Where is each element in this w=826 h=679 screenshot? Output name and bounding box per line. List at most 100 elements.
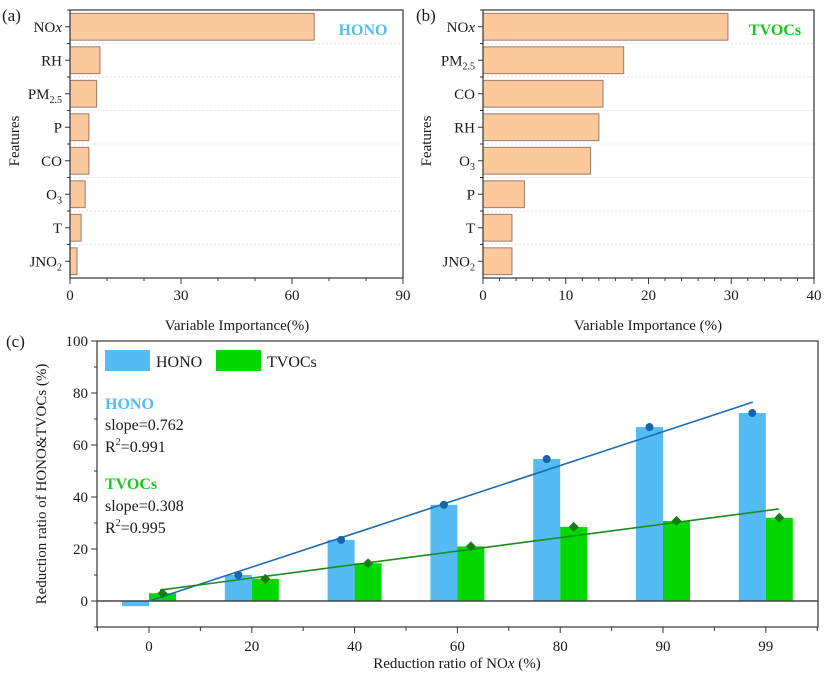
bar-tvocs — [457, 546, 485, 601]
label-base: T — [53, 221, 62, 237]
annotation-tvocs-slope: slope=0.308 — [105, 498, 184, 515]
marker-tvocs — [363, 558, 374, 569]
panel-a-category-label: RH — [41, 53, 62, 69]
panel-c-y-tick-label: 100 — [66, 334, 89, 350]
panel-b-bar — [482, 146, 592, 175]
annotation-hono-title: HONO — [105, 396, 154, 413]
label-base: RH — [454, 120, 475, 136]
r2-superscript: 2 — [116, 518, 121, 529]
panel-c-x-tick-label: 20 — [244, 639, 259, 655]
panel-c-x-tick-label: 80 — [553, 639, 568, 655]
panel-c-x-tick-label: 0 — [145, 639, 153, 655]
panel-a-category-label: P — [54, 120, 62, 136]
panel-b-x-axis-title: Variable Importance (%) — [574, 318, 722, 334]
legend: HONO TVOCs — [105, 350, 317, 371]
panel-b-category-label: JNO2 — [442, 254, 475, 273]
label-base: PM — [441, 53, 463, 69]
fit-annotations: HONO slope=0.762 R2=0.991 TVOCs slope=0.… — [105, 396, 184, 537]
bar-hono — [122, 601, 149, 607]
panel-c-x-tick-label: 60 — [450, 639, 465, 655]
marker-hono — [645, 423, 654, 432]
panel-b-y-axis-title: Features — [419, 115, 435, 166]
panel-b-title: TVOCs — [749, 22, 801, 39]
marker-hono — [234, 571, 243, 579]
label-base: JNO — [29, 254, 57, 270]
panel-b-bar — [482, 247, 513, 276]
label-base: NO — [34, 20, 56, 36]
panel-a-y-axis-title: Features — [7, 115, 23, 166]
panel-b-category-label: RH — [454, 120, 475, 136]
panel-a-bar — [69, 12, 315, 41]
marker-tvocs — [260, 573, 271, 584]
panel-b-category-label: T — [466, 221, 475, 237]
x-axis-title-tail: (%) — [514, 656, 540, 672]
panel-b-x-tick-label: 40 — [807, 288, 822, 304]
annotation-tvocs-title: TVOCs — [105, 476, 157, 493]
panel-c-y-axis-title: Reduction ratio of HONO&TVOCs (%) — [34, 364, 50, 605]
panel-c-y-tick-label: 0 — [81, 594, 89, 610]
label-base: PM — [28, 87, 50, 103]
label-base: O — [46, 187, 57, 203]
label-base: JNO — [442, 254, 470, 270]
bar-tvocs — [765, 517, 793, 601]
label-base: RH — [41, 53, 62, 69]
marker-tvocs — [157, 588, 168, 599]
label-italic: x — [54, 20, 62, 36]
panel-a-category-label: O3 — [46, 187, 62, 206]
panel-a-category-label: NOx — [34, 20, 63, 36]
x-axis-title-base: Reduction ratio of NO — [373, 656, 508, 672]
bar-hono — [327, 539, 355, 601]
panel-a-bar — [69, 247, 78, 276]
marker-tvocs — [568, 521, 579, 532]
panel-b-x-tick-label: 0 — [479, 288, 487, 304]
panel-a-title: HONO — [339, 22, 388, 39]
panel-c-label: (c) — [6, 332, 25, 351]
panel-b-x-tick-label: 10 — [558, 288, 573, 304]
panel-a-category-label: CO — [41, 154, 62, 170]
marker-tvocs — [465, 541, 476, 552]
panel-a-bar — [69, 113, 90, 142]
panel-c-y-tick-label: 20 — [73, 542, 88, 558]
marker-tvocs — [774, 512, 785, 523]
panel-a-x-axis-title: Variable Importance(%) — [165, 318, 310, 334]
panel-b-category-label: O3 — [459, 154, 475, 173]
panel-a-bar — [69, 213, 82, 242]
bar-hono — [636, 427, 663, 601]
panel-a-x-tick-label: 0 — [66, 288, 74, 304]
label-base: T — [466, 221, 475, 237]
panel-b-category-label: CO — [454, 87, 475, 103]
panel-b-feature-importance-tvocs: (b) Features Variable Importance (%) TVO… — [416, 6, 822, 334]
label-base: NO — [447, 20, 469, 36]
annotation-hono-r2-value: =0.991 — [121, 439, 166, 456]
bar-hono — [738, 413, 766, 601]
panel-c-y-tick-label: 40 — [73, 490, 88, 506]
annotation-tvocs-r2: R2=0.995 — [105, 518, 166, 537]
panel-c-x-axis-title: Reduction ratio of NOx (%) — [373, 656, 540, 672]
annotation-tvocs-r2-value: =0.995 — [121, 520, 166, 537]
panel-b-x-tick-label: 20 — [641, 288, 656, 304]
bar-tvocs — [560, 526, 588, 601]
panel-c-x-tick-label: 99 — [758, 639, 773, 655]
panel-a-bar — [69, 180, 86, 209]
annotation-hono-slope: slope=0.762 — [105, 417, 184, 434]
fit-line-hono — [148, 401, 754, 602]
label-base: P — [54, 120, 62, 136]
label-subscript: 2.5 — [463, 61, 476, 72]
marker-tvocs — [671, 515, 682, 526]
label-subscript: 2 — [57, 262, 62, 273]
label-base: CO — [41, 154, 62, 170]
panel-b-category-label: NOx — [447, 20, 476, 36]
r2-superscript: 2 — [116, 437, 121, 448]
panel-a-bar — [69, 79, 98, 108]
bar-tvocs — [354, 563, 382, 601]
panel-a-category-label: PM2.5 — [28, 87, 62, 106]
panel-b-bar — [482, 180, 525, 209]
panel-c-y-tick-label: 80 — [73, 386, 88, 402]
panel-c-x-tick-label: 40 — [347, 639, 362, 655]
x-axis-title-italic: x — [507, 656, 515, 672]
panel-a-label: (a) — [2, 6, 21, 25]
label-italic: x — [467, 20, 475, 36]
panel-b-bar — [482, 213, 513, 242]
